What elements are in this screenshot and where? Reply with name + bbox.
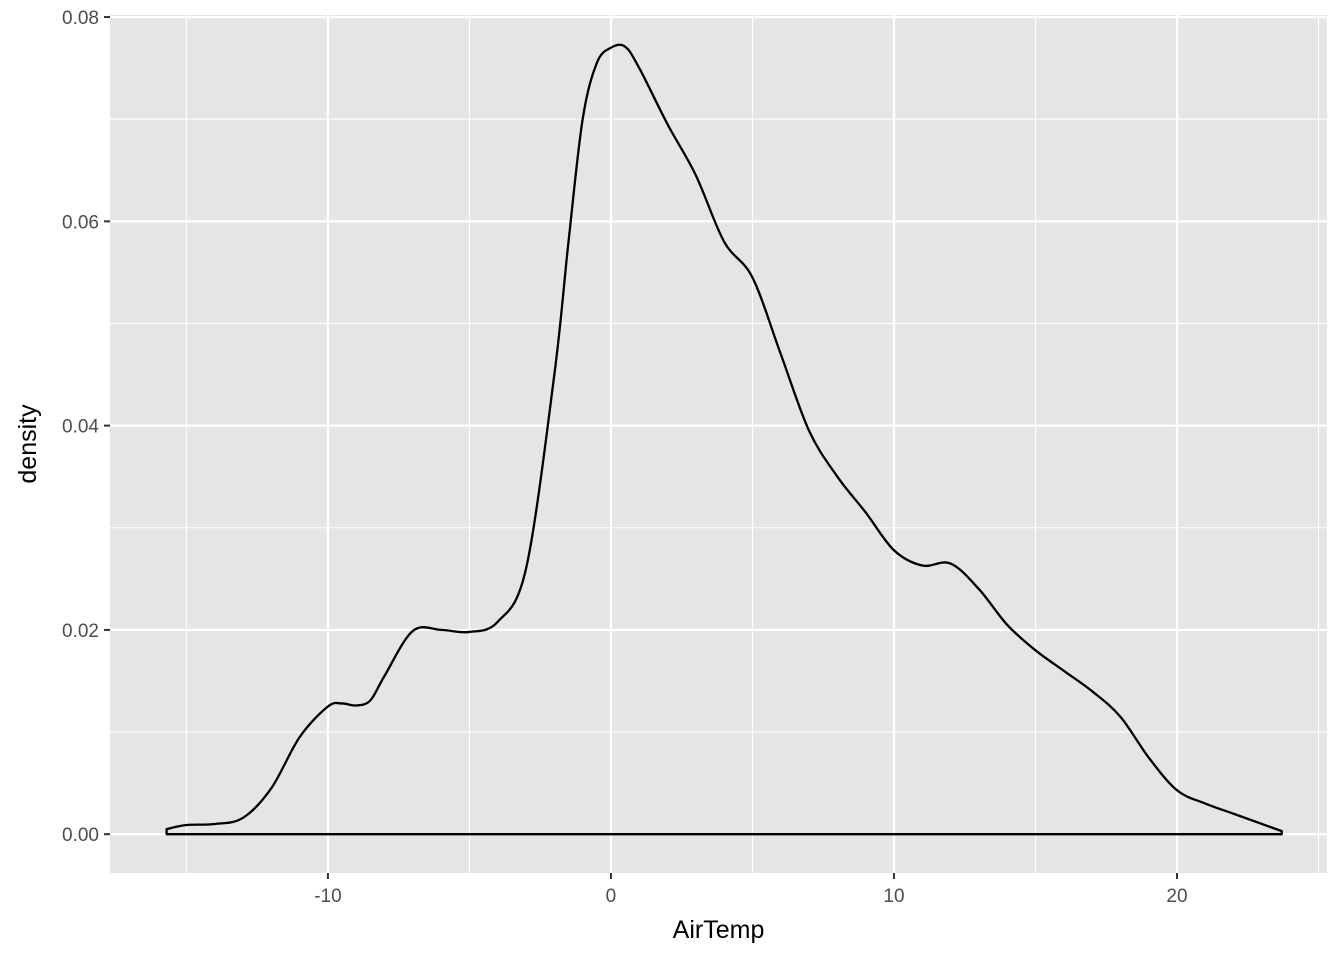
- x-tick-label: -10: [314, 886, 341, 907]
- x-tick-label: 20: [1166, 886, 1187, 907]
- x-axis-title: AirTemp: [673, 916, 765, 944]
- density-curve: [165, 43, 1283, 836]
- y-axis-title: density: [14, 404, 42, 484]
- x-axis: -10 0 10 20: [314, 873, 1188, 907]
- panel-background: [110, 15, 1327, 873]
- minor-gridlines: [110, 15, 1327, 873]
- y-tick-label: 0.04: [62, 417, 99, 438]
- y-axis: 0.00 0.02 0.04 0.06 0.08: [62, 8, 110, 846]
- x-tick-label: 10: [883, 886, 904, 907]
- y-tick-label: 0.06: [62, 212, 99, 233]
- y-tick-label: 0.08: [62, 8, 99, 29]
- y-tick-label: 0.02: [62, 621, 99, 642]
- y-tick-label: 0.00: [62, 825, 99, 846]
- x-tick-label: 0: [606, 886, 617, 907]
- density-layer: [165, 43, 1283, 836]
